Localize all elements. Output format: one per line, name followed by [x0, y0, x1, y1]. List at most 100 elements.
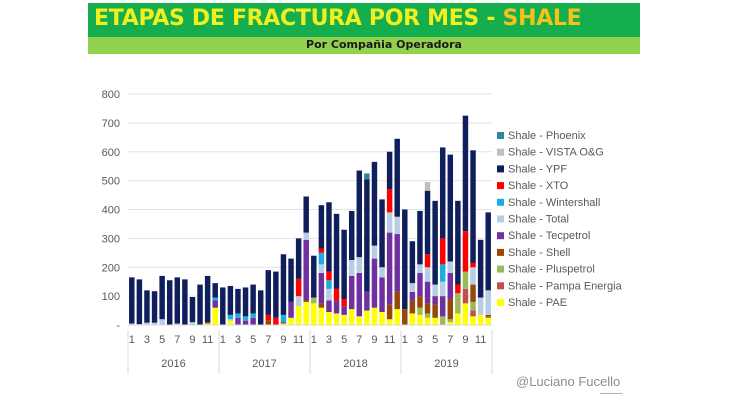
bar-segment-xto: [462, 231, 469, 272]
bar-segment-total: [326, 288, 332, 301]
legend-label: Shale - PAE: [508, 297, 567, 309]
legend-label: Shale - Phoenix: [508, 130, 586, 142]
bar-segment-pampa-energia: [462, 288, 469, 304]
bar-segment-wintershall: [326, 280, 332, 289]
x-tick-label: 11: [475, 334, 486, 346]
bar-segment-ypf: [159, 275, 165, 320]
bar-segment-pae: [424, 317, 431, 325]
bar-segment-total: [295, 296, 302, 307]
bar-segment-ypf: [189, 296, 196, 323]
bar-segment-xto: [333, 288, 340, 301]
bar-segment-pluspetrol: [417, 307, 423, 315]
x-tick-label: 1: [129, 334, 135, 346]
title-highlight: SHALE: [502, 6, 582, 31]
bar-segment-shell: [424, 303, 431, 314]
bar-segment-tecpetrol: [417, 273, 423, 297]
watermark-underline: [600, 393, 622, 394]
legend-swatch: [497, 282, 504, 290]
bar-segment-ypf: [447, 154, 454, 262]
bar-segment-total: [485, 290, 491, 315]
y-tick-label: -: [116, 320, 120, 332]
bar-segment-shell: [432, 304, 438, 318]
chart-title: ETAPAS DE FRACTURA POR MES - SHALE: [94, 6, 582, 31]
bar-segment-ypf: [303, 196, 309, 233]
bar-segment-tecpetrol: [379, 277, 385, 313]
bar-segment-pae: [386, 319, 393, 325]
bar-segment-ypf: [409, 241, 416, 284]
bar-segment-shell: [303, 300, 309, 302]
x-tick-label: 11: [293, 334, 304, 346]
bar-segment-phoenix: [364, 173, 370, 180]
bar-segment-xto: [341, 299, 347, 307]
bar-segment-ypf: [318, 205, 325, 249]
bar-segment-ypf: [288, 258, 294, 302]
bar-segment-pluspetrol: [311, 297, 317, 304]
bar-segment-wintershall: [439, 264, 446, 282]
bar-segment-wintershall: [318, 252, 325, 265]
legend-label: Shale - Wintershall: [508, 197, 600, 209]
bar-segment-total: [409, 283, 416, 292]
bar-segment-pae: [364, 310, 370, 325]
bar-segment-total: [348, 260, 355, 276]
legend-label: Shale - YPF: [508, 163, 567, 175]
x-tick-label: 11: [202, 334, 213, 346]
bar-segment-tecpetrol: [364, 291, 370, 311]
bar-segment-ypf: [462, 115, 469, 232]
y-tick-label: 700: [102, 118, 120, 130]
bar-segment-pae: [477, 314, 484, 325]
legend-label: Shale - Pampa Energia: [508, 280, 623, 292]
bar-segment-ypf: [341, 229, 347, 300]
x-tick-label: 1: [220, 334, 226, 346]
bar-segment-tecpetrol: [424, 281, 431, 304]
bar-segment-wintershall: [227, 314, 234, 320]
bar-segment-ypf: [166, 280, 173, 325]
bar-segment-tecpetrol: [432, 296, 438, 305]
bar-segment-xto: [265, 314, 272, 321]
bar-segment-ypf: [280, 254, 287, 315]
bar-segment-pae: [462, 303, 469, 325]
bar-segment-total: [189, 322, 196, 325]
bar-segment-tecpetrol: [341, 306, 347, 315]
bar-segment-total: [477, 297, 484, 315]
x-tick-label: 3: [144, 334, 150, 346]
bar-segment-ypf: [417, 210, 423, 265]
x-tick-label: 3: [326, 334, 332, 346]
bar-segment-shell: [409, 300, 416, 314]
year-label: 2018: [343, 358, 367, 370]
bar-segment-ypf: [220, 287, 226, 325]
x-tick-label: 7: [356, 334, 362, 346]
bar-segment-pae: [303, 301, 309, 325]
bar-segment-ypf: [424, 190, 431, 255]
bar-segment-pae: [288, 317, 294, 325]
bar-segment-ypf: [348, 210, 355, 261]
bar-segment-tecpetrol: [288, 301, 294, 318]
y-tick-label: 800: [102, 89, 120, 101]
bar-segment-shell: [280, 322, 287, 324]
bar-segment-ypf: [197, 284, 203, 325]
bar-segment-xto: [273, 317, 279, 325]
bar-segment-xto: [455, 284, 461, 294]
bar-segment-shell: [386, 304, 393, 320]
bar-segment-pae: [417, 314, 423, 325]
bar-segment-ypf: [212, 283, 218, 298]
bar-segment-tecpetrol: [409, 291, 416, 301]
bar-segment-ypf: [257, 290, 264, 325]
bar-segment-total: [129, 323, 135, 325]
legend-label: Shale - VISTA O&G: [508, 147, 604, 159]
bar-segment-xto: [295, 278, 302, 297]
bar-segment-tecpetrol: [394, 234, 400, 292]
bar-segment-tecpetrol: [303, 239, 309, 301]
bar-segment-pae: [280, 323, 287, 325]
bar-segment-pluspetrol: [470, 301, 476, 311]
bar-segment-ypf: [386, 151, 393, 190]
title-main: ETAPAS DE FRACTURA POR MES -: [94, 6, 503, 31]
bar-segment-ypf: [326, 202, 332, 272]
x-tick-label: 5: [250, 334, 256, 346]
bar-segment-total: [439, 281, 446, 297]
bar-segment-pae: [348, 309, 355, 325]
x-tick-label: 3: [417, 334, 423, 346]
bar-segment-pluspetrol: [424, 313, 431, 318]
legend-swatch: [497, 232, 504, 240]
x-tick-label: 7: [174, 334, 180, 346]
x-tick-label: 7: [265, 334, 271, 346]
